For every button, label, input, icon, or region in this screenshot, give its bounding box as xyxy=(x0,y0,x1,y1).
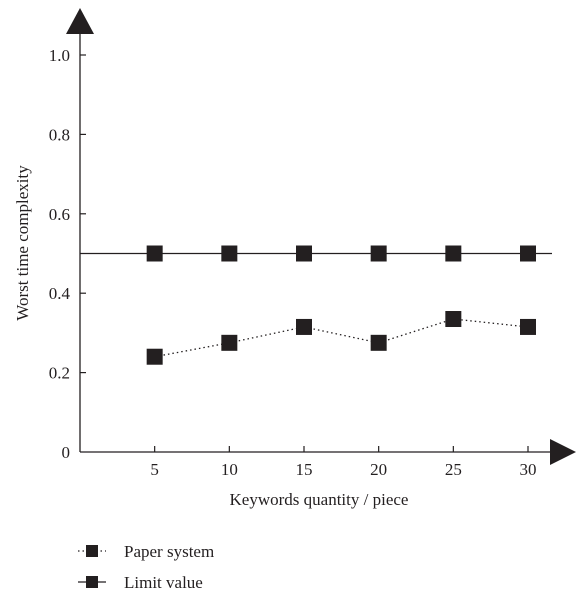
y-tick-label: 1.0 xyxy=(49,46,70,65)
x-tick-label: 15 xyxy=(296,460,313,479)
series-2 xyxy=(80,245,552,262)
data-point-marker xyxy=(520,318,536,335)
axes xyxy=(66,8,576,465)
data-point-marker xyxy=(445,245,462,262)
data-point-marker xyxy=(221,245,238,262)
legend-label: Paper system xyxy=(124,542,214,561)
series-layer xyxy=(80,245,552,365)
y-axis-label: Worst time complexity xyxy=(13,165,32,321)
y-axis-arrow xyxy=(66,8,94,34)
y-tick-label: 0.4 xyxy=(49,284,71,303)
x-tick-label: 5 xyxy=(150,460,159,479)
data-point-marker xyxy=(146,348,163,365)
x-tick-label: 30 xyxy=(520,460,537,479)
data-point-marker xyxy=(146,245,163,262)
data-point-marker xyxy=(221,334,238,351)
data-point-marker xyxy=(370,245,387,262)
x-ticks: 5 10 15 20 25 30 xyxy=(150,446,537,479)
legend-marker xyxy=(86,576,98,588)
x-tick-label: 20 xyxy=(370,460,387,479)
x-tick-label: 10 xyxy=(221,460,238,479)
y-tick-label: 0.8 xyxy=(49,125,70,144)
data-point-marker xyxy=(445,311,462,328)
legend: Paper system Limit value xyxy=(78,542,214,592)
data-point-marker xyxy=(370,334,387,351)
x-axis-arrow xyxy=(550,439,576,465)
x-axis-label: Keywords quantity / piece xyxy=(230,490,409,509)
data-point-marker xyxy=(520,245,536,262)
legend-item: Limit value xyxy=(78,573,203,592)
series-1 xyxy=(146,311,536,365)
legend-label: Limit value xyxy=(124,573,203,592)
legend-item: Paper system xyxy=(78,542,214,561)
x-tick-label: 25 xyxy=(445,460,462,479)
y-tick-label: 0 xyxy=(62,443,71,462)
data-point-marker xyxy=(296,318,312,335)
y-ticks: 0 0.2 0.4 0.6 0.8 1.0 xyxy=(49,46,86,462)
legend-marker xyxy=(86,545,98,557)
y-tick-label: 0.6 xyxy=(49,205,70,224)
data-point-marker xyxy=(296,245,312,262)
series-line xyxy=(154,318,529,358)
y-tick-label: 0.2 xyxy=(49,364,70,383)
